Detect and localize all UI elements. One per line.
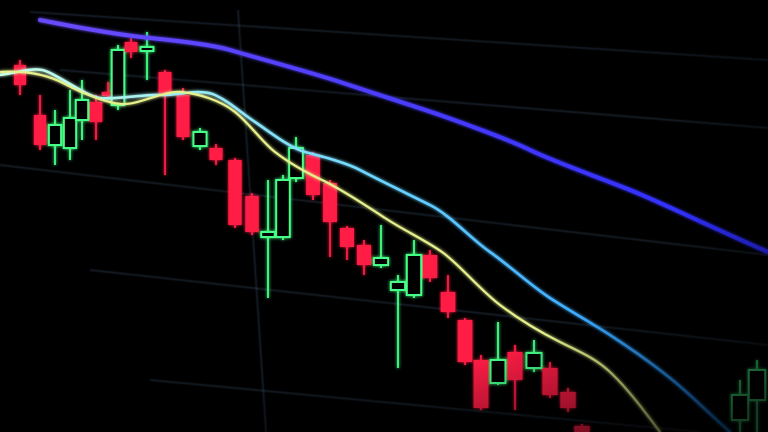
candlestick-photo <box>0 0 768 432</box>
page: (() => { const svg = document.getElement… <box>0 0 768 432</box>
vignette <box>0 0 768 432</box>
